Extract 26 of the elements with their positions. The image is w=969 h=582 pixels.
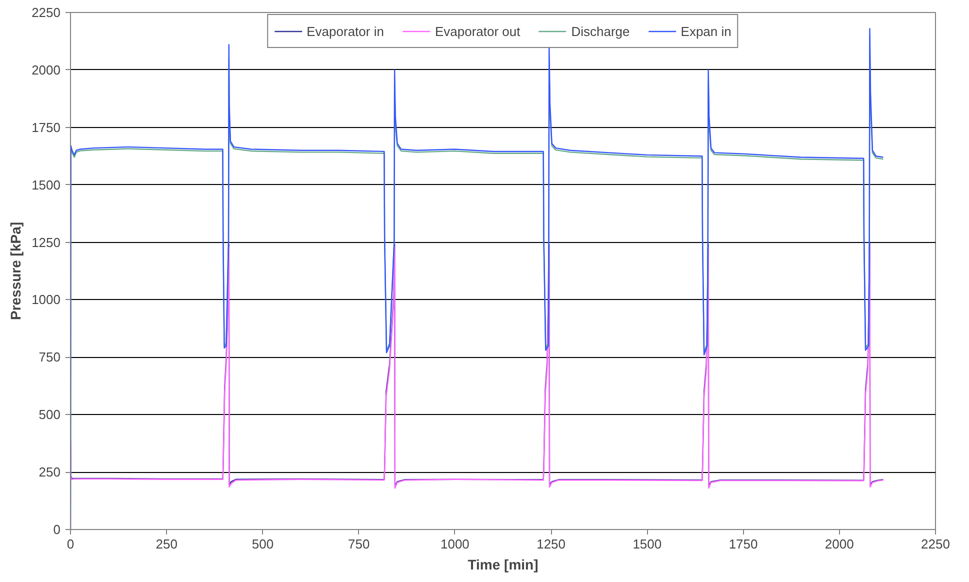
- x-tick-label: 2250: [921, 536, 950, 552]
- y-tick-label: 1750: [32, 120, 60, 135]
- y-tick-label: 1500: [32, 177, 60, 192]
- legend-label: Expan in: [680, 24, 732, 38]
- x-tick-label: 1500: [632, 536, 662, 552]
- y-tick-label: 2250: [32, 5, 60, 20]
- x-axis-title: Time [min]: [468, 556, 538, 572]
- y-tick-label: 750: [38, 350, 61, 365]
- legend-label: Discharge: [571, 24, 630, 38]
- y-axis-title: Pressure [kPa]: [8, 222, 24, 320]
- legend-label: Evaporator in: [306, 24, 384, 38]
- y-tick-label: 250: [38, 464, 61, 480]
- x-tick-label: 1000: [440, 536, 470, 552]
- legend-label: Evaporator out: [434, 24, 520, 38]
- x-tick-label: 1250: [536, 536, 566, 552]
- y-tick-label: 1000: [32, 292, 60, 308]
- x-tick-label: 2000: [824, 536, 854, 552]
- x-tick-label: 750: [348, 536, 370, 552]
- y-tick-label: 2000: [32, 62, 60, 78]
- x-tick-label: 0: [66, 536, 74, 552]
- x-tick-label: 1750: [728, 536, 758, 552]
- y-tick-label: 0: [53, 522, 61, 537]
- x-tick-label: 250: [156, 536, 178, 552]
- x-tick-label: 500: [252, 536, 274, 552]
- y-tick-label: 1250: [32, 234, 60, 250]
- y-tick-label: 500: [38, 407, 61, 422]
